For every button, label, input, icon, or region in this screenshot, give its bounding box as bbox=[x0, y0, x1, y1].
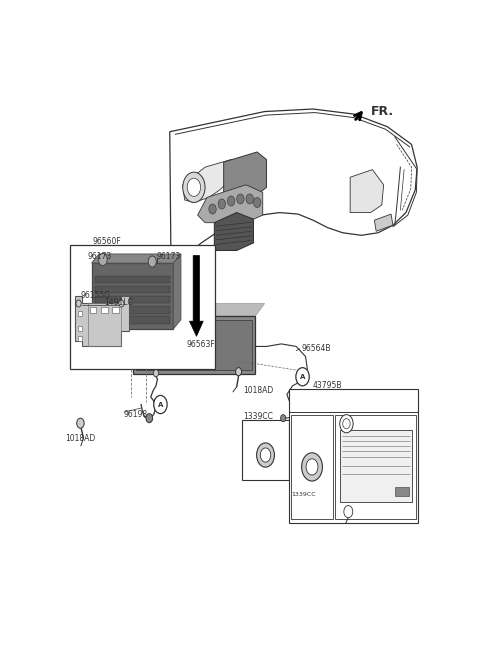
Bar bbox=[92, 263, 173, 329]
Text: 96155G: 96155G bbox=[81, 291, 110, 300]
Circle shape bbox=[119, 300, 124, 307]
Circle shape bbox=[344, 506, 353, 518]
Text: A: A bbox=[300, 374, 305, 380]
Circle shape bbox=[236, 367, 241, 376]
Bar bbox=[340, 430, 411, 501]
Bar bbox=[395, 487, 409, 497]
Text: 1491LC: 1491LC bbox=[105, 298, 133, 307]
Polygon shape bbox=[224, 152, 266, 195]
Polygon shape bbox=[149, 109, 417, 337]
Text: 96563F: 96563F bbox=[186, 340, 215, 349]
Bar bbox=[78, 326, 83, 331]
Bar bbox=[101, 307, 108, 313]
Circle shape bbox=[343, 419, 350, 429]
Circle shape bbox=[98, 253, 107, 266]
Bar bbox=[95, 286, 170, 293]
Bar bbox=[95, 316, 170, 323]
Polygon shape bbox=[190, 256, 203, 337]
Polygon shape bbox=[75, 296, 129, 346]
Bar bbox=[335, 415, 416, 519]
Text: 1339CC: 1339CC bbox=[292, 492, 316, 497]
Text: 96560F: 96560F bbox=[93, 237, 121, 246]
Text: A: A bbox=[158, 401, 163, 407]
Bar bbox=[290, 415, 334, 519]
Polygon shape bbox=[183, 159, 235, 203]
Polygon shape bbox=[374, 214, 393, 232]
Circle shape bbox=[148, 256, 156, 267]
Bar bbox=[90, 307, 96, 313]
Circle shape bbox=[257, 443, 275, 467]
Circle shape bbox=[154, 370, 158, 377]
Polygon shape bbox=[350, 170, 384, 213]
Polygon shape bbox=[92, 254, 181, 263]
Circle shape bbox=[306, 459, 318, 475]
Circle shape bbox=[187, 178, 201, 196]
Circle shape bbox=[146, 414, 153, 422]
Bar bbox=[78, 311, 83, 316]
Bar bbox=[88, 304, 121, 346]
Circle shape bbox=[209, 204, 216, 214]
Circle shape bbox=[77, 418, 84, 428]
Bar bbox=[95, 296, 170, 304]
Circle shape bbox=[296, 367, 309, 386]
Text: 96173: 96173 bbox=[156, 252, 181, 261]
Polygon shape bbox=[158, 278, 185, 301]
Bar bbox=[95, 306, 170, 314]
Bar bbox=[289, 390, 418, 523]
Circle shape bbox=[301, 453, 323, 481]
Text: 1018AD: 1018AD bbox=[243, 386, 273, 396]
Circle shape bbox=[228, 196, 235, 206]
Circle shape bbox=[253, 197, 261, 207]
Bar bbox=[242, 420, 289, 480]
Polygon shape bbox=[198, 185, 263, 222]
Bar bbox=[112, 307, 119, 313]
Text: 96173: 96173 bbox=[88, 252, 112, 261]
Polygon shape bbox=[215, 213, 253, 251]
Polygon shape bbox=[132, 304, 264, 316]
Text: FR.: FR. bbox=[371, 105, 394, 118]
Bar bbox=[95, 276, 170, 283]
Bar bbox=[71, 245, 216, 369]
Text: 1018AD: 1018AD bbox=[65, 434, 95, 443]
Text: 43795B: 43795B bbox=[313, 381, 342, 390]
Circle shape bbox=[237, 194, 244, 204]
Circle shape bbox=[183, 172, 205, 203]
Circle shape bbox=[246, 194, 253, 204]
Circle shape bbox=[340, 415, 353, 433]
Circle shape bbox=[218, 199, 226, 209]
Circle shape bbox=[260, 448, 271, 462]
Polygon shape bbox=[173, 254, 181, 329]
Bar bbox=[135, 320, 252, 370]
Text: 1339CC: 1339CC bbox=[243, 412, 273, 420]
Circle shape bbox=[281, 415, 286, 422]
Text: 96198: 96198 bbox=[124, 410, 148, 419]
Text: 96564B: 96564B bbox=[302, 344, 331, 354]
Circle shape bbox=[76, 300, 81, 307]
Bar bbox=[132, 316, 255, 374]
Bar bbox=[78, 337, 83, 341]
Circle shape bbox=[154, 396, 167, 414]
